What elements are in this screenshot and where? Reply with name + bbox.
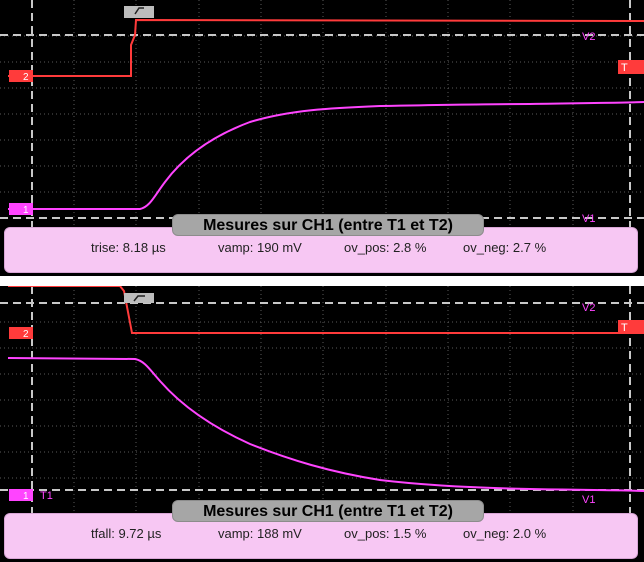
measurement-title: Mesures sur CH1 (entre T1 et T2) [172, 214, 484, 236]
ch1-trace [7, 357, 644, 492]
measurement-trise: trise: 8.18 µs [91, 240, 166, 255]
ch2-trace [8, 18, 644, 77]
scope-screen: 2 1 T1 T V2 V1 [0, 286, 644, 517]
measurement-vamp: vamp: 188 mV [218, 526, 302, 541]
trigger-marker-icon[interactable] [124, 293, 154, 303]
measurement-ov-pos: ov_pos: 2.8 % [344, 240, 427, 255]
ch2-ground-marker-icon[interactable]: 2 [9, 70, 33, 83]
svg-text:1: 1 [23, 205, 29, 216]
ch1-ground-marker-icon[interactable]: 1 [9, 203, 33, 216]
svg-text:2: 2 [23, 329, 29, 340]
trigger-level-label: T [621, 322, 628, 334]
v2-label: V2 [582, 302, 595, 314]
trigger-level-label: T [621, 62, 628, 74]
v1-label: V1 [582, 213, 595, 225]
ch1-ground-marker-icon[interactable]: 1 [9, 489, 33, 502]
trigger-marker-icon[interactable] [124, 6, 154, 18]
scope-screen: 2 1 T V2 V1 [0, 0, 644, 231]
trigger-level-icon[interactable]: T [618, 60, 644, 74]
svg-text:1: 1 [23, 491, 29, 502]
measurement-tfall: tfall: 9.72 µs [91, 526, 162, 541]
trigger-level-icon[interactable]: T [618, 320, 644, 334]
v1-label: V1 [582, 494, 595, 506]
measurement-vamp: vamp: 190 mV [218, 240, 302, 255]
ch1-trace [8, 101, 644, 210]
measurement-ov-neg: ov_neg: 2.0 % [463, 526, 547, 541]
measurement-ov-pos: ov_pos: 1.5 % [344, 526, 427, 541]
scope-panel-rise: 2 1 T V2 V1 Mesures sur CH1 (entre T1 et… [0, 0, 644, 276]
measurement-title: Mesures sur CH1 (entre T1 et T2) [172, 500, 484, 522]
graticule [0, 286, 644, 517]
svg-text:2: 2 [23, 72, 29, 83]
measurement-ov-neg: ov_neg: 2.7 % [463, 240, 547, 255]
ch2-ground-marker-icon[interactable]: 2 [9, 327, 33, 340]
v2-label: V2 [582, 31, 595, 43]
scope-panel-fall: 2 1 T1 T V2 V1 Mesures sur CH1 (entre T1… [0, 286, 644, 562]
ch2-trace [8, 286, 644, 334]
t1-label: T1 [40, 490, 53, 502]
